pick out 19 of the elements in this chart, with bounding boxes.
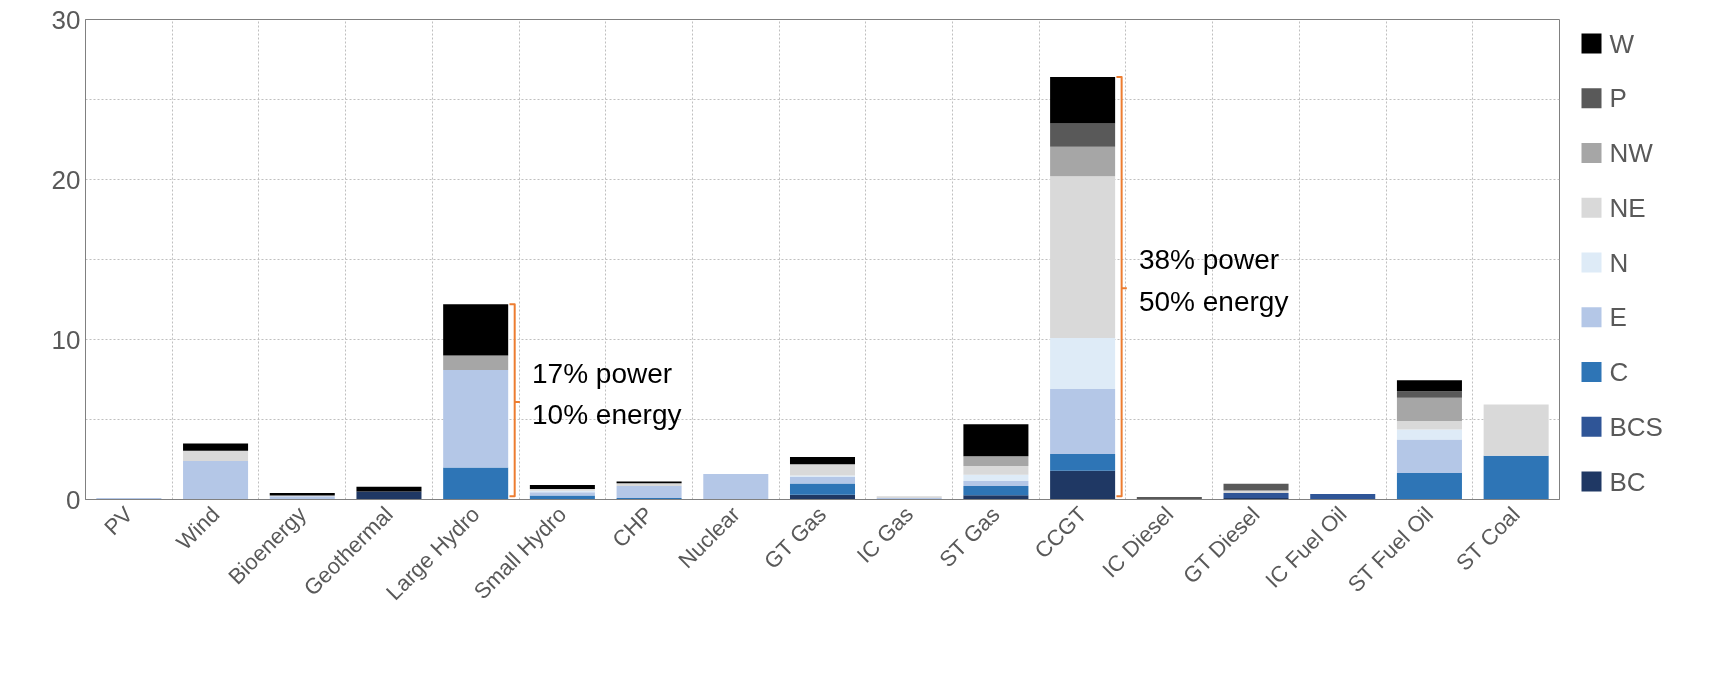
legend-label: BCS	[1609, 411, 1663, 442]
legend-label: BC	[1609, 466, 1646, 497]
y-tick-label: 0	[66, 484, 81, 515]
x-tick-label: GT Gas	[759, 501, 832, 574]
legend-label: N	[1609, 247, 1629, 278]
x-tick-label: PV	[99, 501, 138, 541]
legend-label: W	[1609, 28, 1635, 59]
legend-label: C	[1609, 357, 1629, 387]
legend-label: E	[1609, 302, 1627, 333]
legend-label: P	[1609, 83, 1627, 114]
annotation: 38% power 50% energy	[1138, 244, 1289, 317]
y-tick-label: 20	[51, 164, 81, 195]
x-tick-label: IC Gas	[851, 501, 919, 568]
annotation: 17% power 10% energy	[532, 357, 682, 431]
x-tick-label: ST Gas	[934, 501, 1005, 573]
y-tick-label: 30	[51, 4, 81, 35]
legend-label: NW	[1609, 138, 1654, 168]
y-tick-label: 10	[51, 324, 81, 355]
legend-label: NE	[1609, 192, 1646, 223]
